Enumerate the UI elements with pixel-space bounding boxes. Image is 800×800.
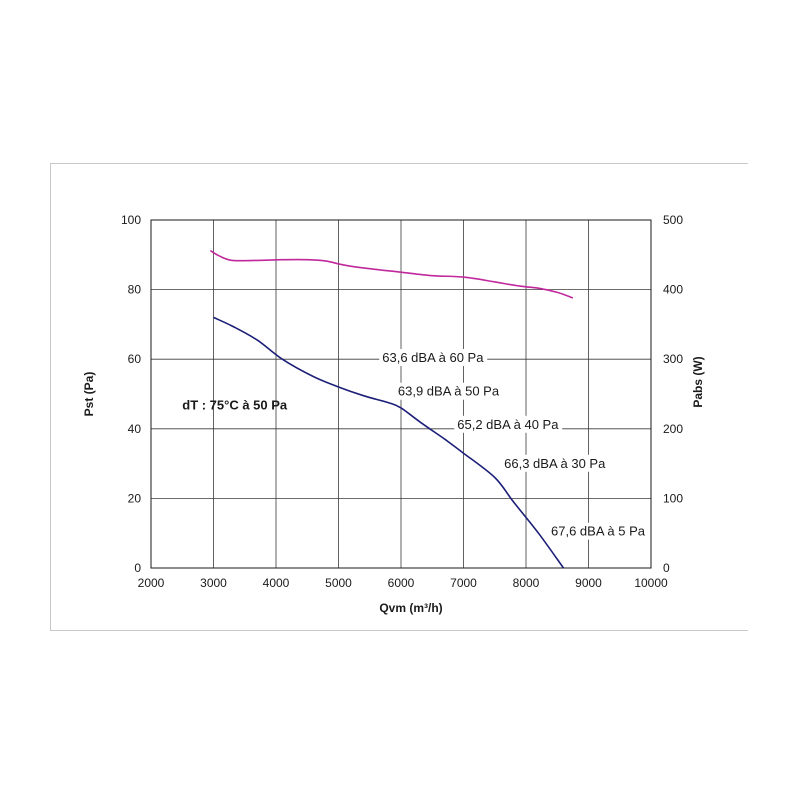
pressure-curve <box>213 316 565 569</box>
x-axis-label: Qvm (m³/h) <box>379 601 442 615</box>
x-tick-label: 9000 <box>575 576 602 590</box>
y-right-tick-label: 500 <box>663 213 683 227</box>
x-tick-label: 3000 <box>200 576 227 590</box>
temperature-note: dT : 75°C à 50 Pa <box>182 398 288 413</box>
x-tick-label: 7000 <box>450 576 477 590</box>
x-tick-label: 10000 <box>634 576 668 590</box>
x-tick-label: 8000 <box>513 576 540 590</box>
y-right-tick-label: 100 <box>663 491 683 505</box>
y-right-tick-label: 400 <box>663 283 683 297</box>
sound-level-label: 67,6 dBA à 5 Pa <box>551 524 646 539</box>
sound-level-label: 63,6 dBA à 60 Pa <box>382 350 484 365</box>
label-background <box>379 348 488 366</box>
x-tick-label: 5000 <box>325 576 352 590</box>
label-background <box>548 522 649 540</box>
y-left-tick-label: 40 <box>128 422 142 436</box>
series <box>209 249 574 569</box>
y-left-tick-label: 80 <box>128 283 142 297</box>
power-curve <box>209 249 574 299</box>
y-right-tick-label: 200 <box>663 422 683 436</box>
plot-area <box>150 219 652 569</box>
label-background <box>454 415 563 433</box>
y-left-tick-label: 0 <box>134 561 141 575</box>
y-right-tick-label: 0 <box>663 561 670 575</box>
sound-level-label: 63,9 dBA à 50 Pa <box>398 384 500 399</box>
sound-level-label: 66,3 dBA à 30 Pa <box>504 456 606 471</box>
y-left-tick-label: 20 <box>128 491 142 505</box>
y-axis-left-label: Pst (Pa) <box>82 372 96 417</box>
annotations: 63,6 dBA à 60 Pa 63,9 dBA à 50 Pa 65,2 dBA… <box>379 348 649 540</box>
y-right-tick-label: 300 <box>663 352 683 366</box>
y-axis-right-label: Pabs (W) <box>691 356 705 407</box>
y-left-tick-label: 60 <box>128 352 142 366</box>
y-left-tick-label: 100 <box>121 213 141 227</box>
label-background <box>394 382 503 400</box>
x-tick-label: 4000 <box>263 576 290 590</box>
x-tick-label: 6000 <box>388 576 415 590</box>
tick-labels: 2000 3000 4000 5000 6000 7000 8000 9000 10000020… <box>121 213 683 590</box>
sound-level-label: 65,2 dBA à 40 Pa <box>457 417 559 432</box>
label-background <box>501 454 610 472</box>
x-tick-label: 2000 <box>138 576 165 590</box>
